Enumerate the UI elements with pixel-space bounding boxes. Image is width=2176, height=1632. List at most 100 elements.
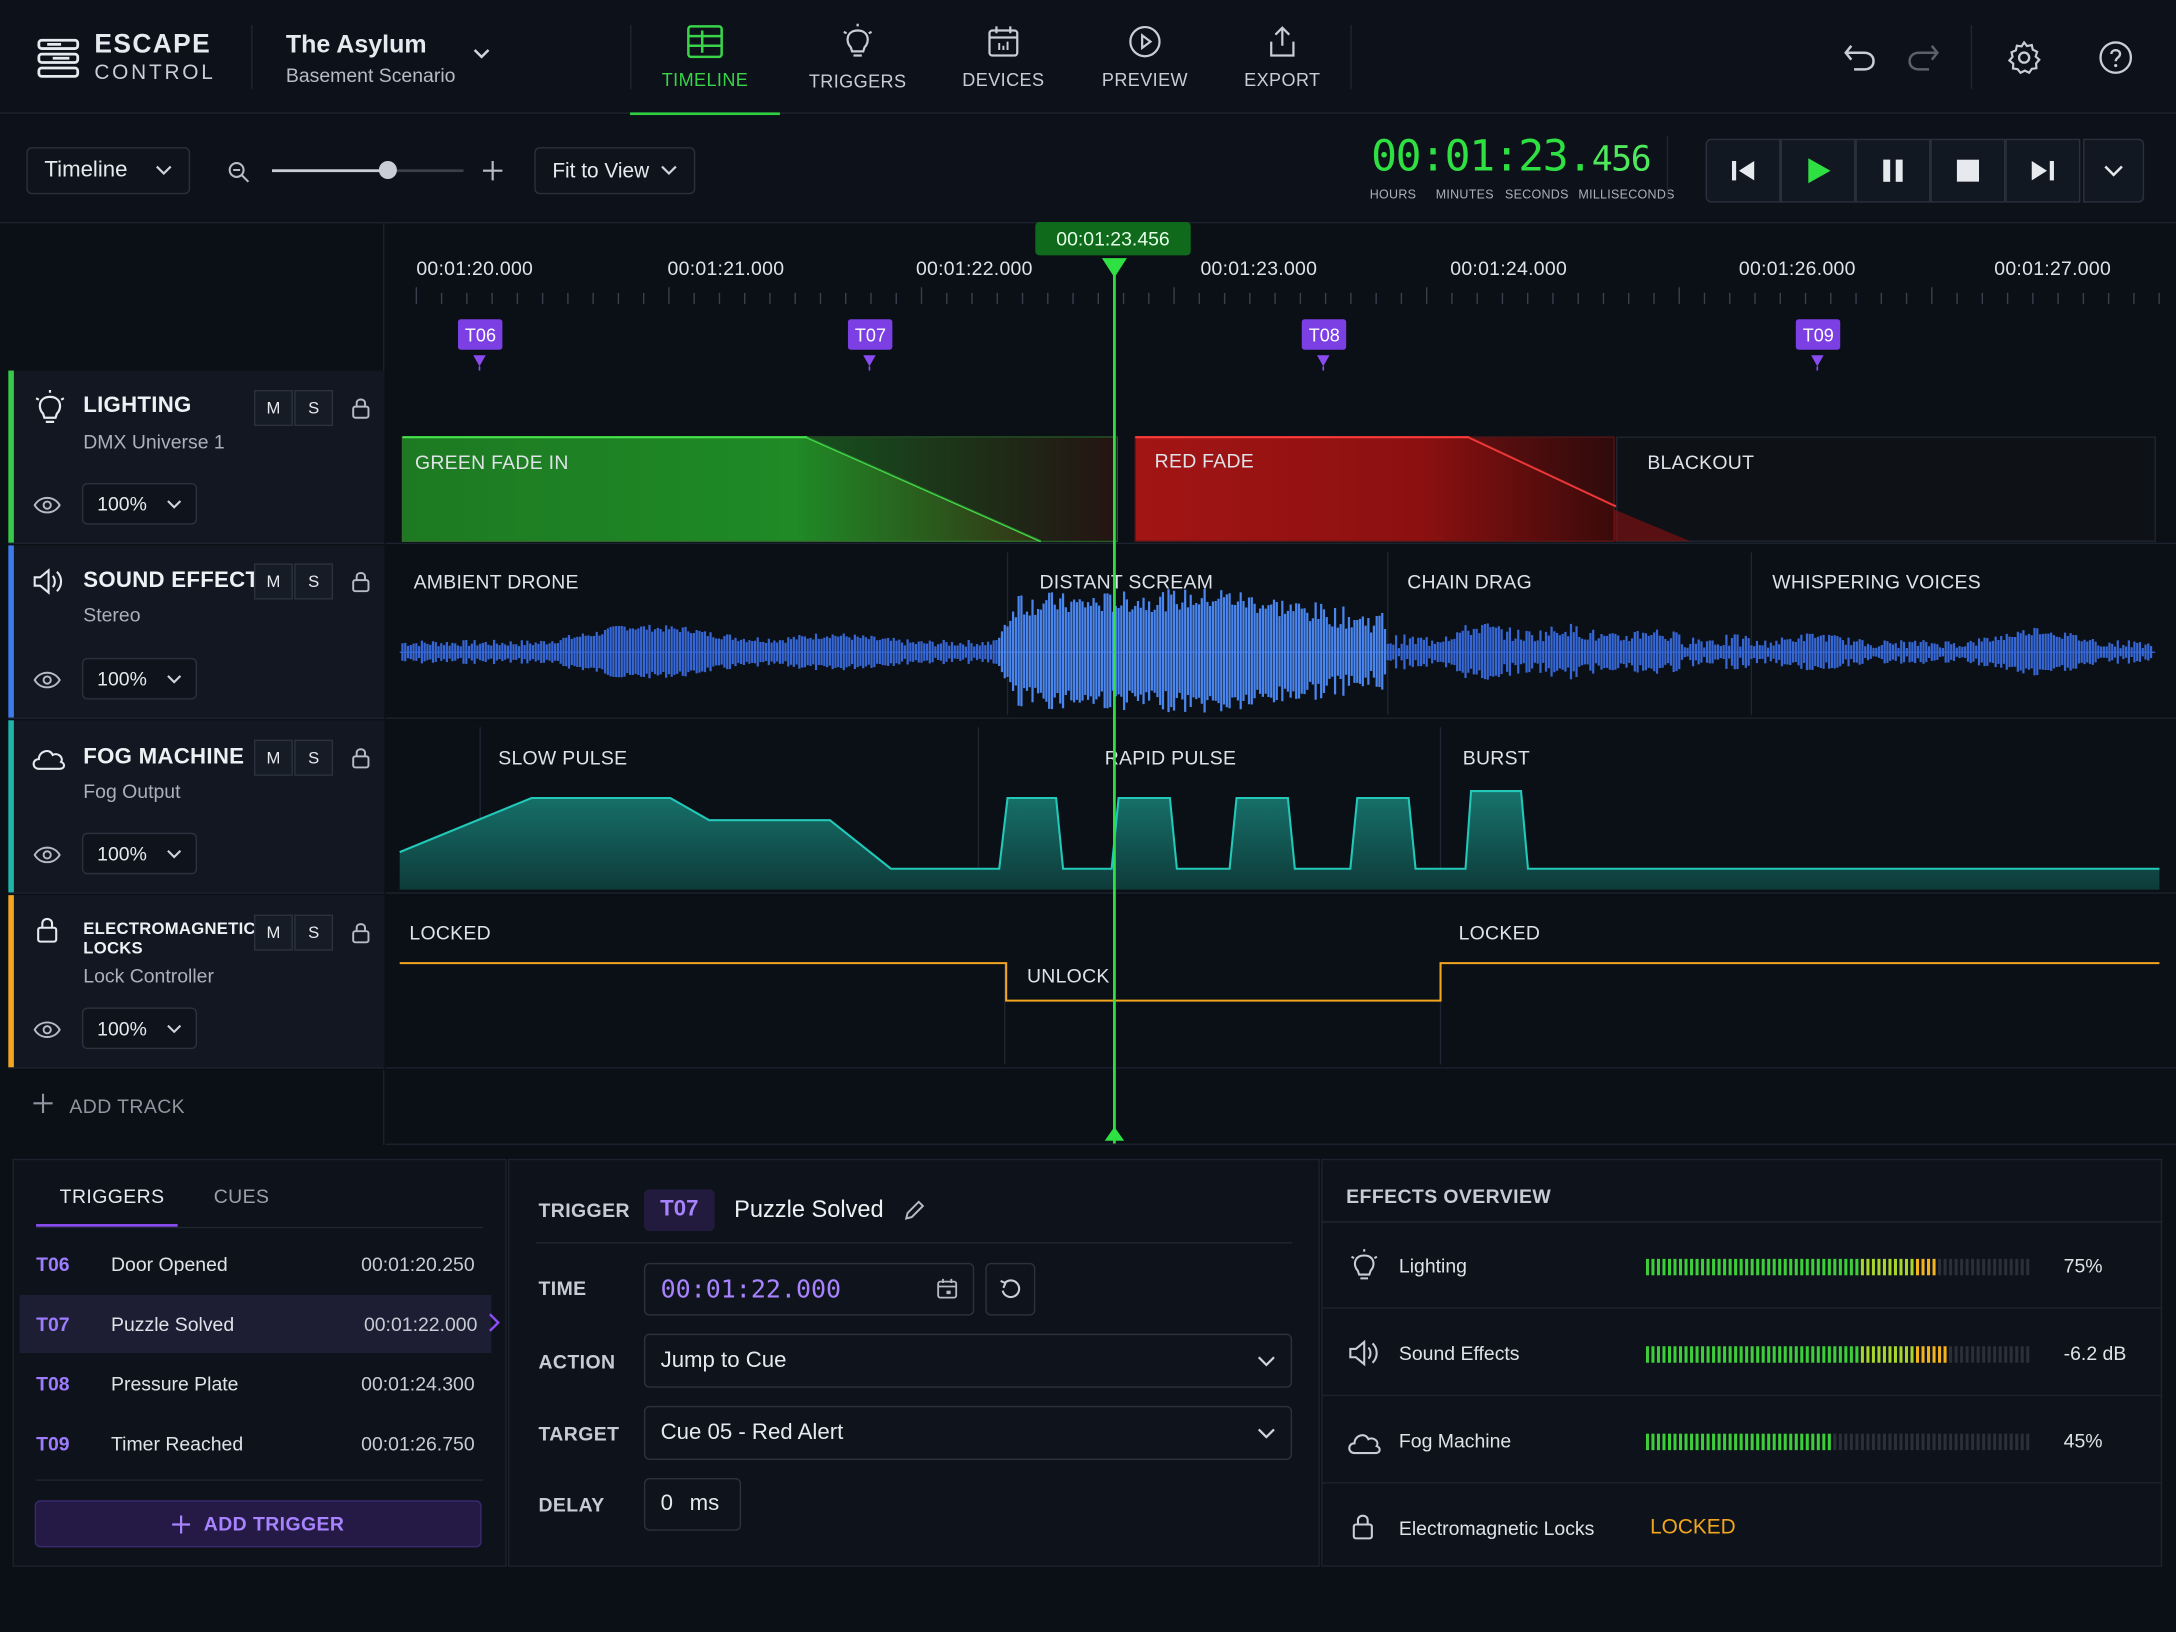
zoom-in-icon[interactable]	[482, 160, 504, 182]
eye-icon[interactable]	[33, 1020, 61, 1039]
zoom-slider-handle[interactable]	[378, 160, 397, 180]
trigger-marker-t08[interactable]: T08	[1301, 319, 1347, 350]
eye-icon[interactable]	[33, 495, 61, 514]
lane-electromagnetic-locks[interactable]	[385, 895, 2176, 1069]
track-header-sound-effects[interactable]: SOUND EFFECTS Stereo M S 100%	[8, 545, 385, 719]
calendar-icon[interactable]	[937, 1278, 958, 1299]
target-label: TARGET	[538, 1422, 620, 1445]
pencil-icon[interactable]	[903, 1199, 925, 1221]
time-input[interactable]: 00:01:22.000	[643, 1262, 975, 1316]
track-lock-icon[interactable]	[351, 397, 370, 419]
undo-icon[interactable]	[1843, 42, 1876, 73]
project-title[interactable]: The Asylum	[285, 30, 427, 59]
mute-button[interactable]: M	[253, 739, 293, 776]
track-volume-select[interactable]: 100%	[81, 657, 198, 700]
mute-button[interactable]: M	[253, 389, 293, 427]
unit-seconds: SECONDS	[1504, 187, 1569, 202]
sound-waveform	[399, 552, 2156, 715]
trigger-row[interactable]: T09 Timer Reached 00:01:26.750	[19, 1414, 491, 1472]
clip-label: RAPID PULSE	[1104, 746, 1237, 769]
track-lock-icon[interactable]	[351, 921, 370, 944]
zoom-out-icon[interactable]	[228, 161, 250, 183]
skip-back-icon	[1731, 160, 1755, 181]
track-name: FOG MACHINE	[83, 745, 245, 769]
trigger-name: Pressure Plate	[111, 1372, 239, 1395]
project-dropdown-chevron-icon[interactable]	[472, 47, 491, 61]
trigger-row[interactable]: T08 Pressure Plate 00:01:24.300	[19, 1354, 491, 1412]
eye-icon[interactable]	[33, 845, 61, 864]
trigger-name: Door Opened	[111, 1253, 228, 1276]
clip-red-fade[interactable]	[1134, 436, 1615, 542]
trigger-marker-t06[interactable]: T06	[457, 319, 503, 350]
eye-icon[interactable]	[33, 670, 61, 689]
clip-label: WHISPERING VOICES	[1772, 570, 1981, 593]
stop-button[interactable]	[1930, 138, 2006, 203]
transport-more-button[interactable]	[2083, 138, 2145, 203]
track-lock-icon[interactable]	[351, 570, 370, 593]
trigger-marker-t07[interactable]: T07	[847, 319, 893, 350]
cloud-icon	[1346, 1429, 1382, 1455]
add-track-button[interactable]: ADD TRACK	[69, 1094, 186, 1118]
time-display-ms: 456	[1591, 138, 1652, 180]
effect-value: 45%	[2063, 1429, 2103, 1452]
tab-label: TIMELINE	[661, 68, 749, 90]
clip-label: BLACKOUT	[1647, 451, 1755, 474]
view-select[interactable]: Timeline	[26, 147, 191, 195]
solo-button[interactable]: S	[294, 389, 334, 427]
add-trigger-button[interactable]: ADD TRIGGER	[34, 1500, 482, 1548]
track-output: Stereo	[83, 603, 141, 626]
target-select[interactable]: Cue 05 - Red Alert	[643, 1405, 1293, 1460]
effect-value: -6.2 dB	[2063, 1342, 2127, 1365]
play-button[interactable]	[1780, 138, 1856, 203]
app-name: ESCAPE	[94, 30, 212, 60]
time-ruler[interactable]	[385, 223, 2176, 371]
track-header-electromagnetic-locks[interactable]: ELECTROMAGNETIC LOCKS Lock Controller M S…	[8, 895, 385, 1069]
tab-timeline[interactable]: TIMELINE	[630, 0, 780, 116]
tab-cues-list[interactable]: CUES	[213, 1185, 270, 1208]
track-volume-select[interactable]: 100%	[81, 832, 198, 875]
skip-back-button[interactable]	[1705, 138, 1781, 203]
action-select[interactable]: Jump to Cue	[643, 1333, 1293, 1388]
track-header-lighting[interactable]: LIGHTING DMX Universe 1 M S 100%	[8, 370, 385, 545]
trigger-id: T09	[36, 1432, 70, 1455]
trigger-row[interactable]: T06 Door Opened 00:01:20.250	[19, 1235, 491, 1293]
add-trigger-label: ADD TRIGGER	[203, 1512, 345, 1535]
chevron-down-icon	[156, 165, 172, 176]
fit-select[interactable]: Fit to View	[534, 147, 696, 195]
trigger-row-selected[interactable]: T07 Puzzle Solved 00:01:22.000	[19, 1294, 492, 1354]
trigger-id: T06	[36, 1253, 70, 1276]
solo-button[interactable]: S	[294, 914, 334, 951]
gear-icon[interactable]	[2007, 40, 2042, 75]
clip-green-fade-in[interactable]	[401, 436, 1118, 542]
tab-export[interactable]: EXPORT	[1216, 0, 1349, 114]
track-header-fog-machine[interactable]: FOG MACHINE Fog Output M S 100%	[8, 720, 385, 894]
tab-triggers[interactable]: TRIGGERS	[785, 0, 929, 114]
action-select-value: Jump to Cue	[660, 1348, 787, 1372]
skip-forward-button[interactable]	[2005, 138, 2081, 203]
track-volume-select[interactable]: 100%	[81, 482, 198, 525]
tab-triggers-list[interactable]: TRIGGERS	[59, 1185, 165, 1208]
tab-label: PREVIEW	[1101, 68, 1189, 90]
help-icon[interactable]	[2098, 40, 2133, 75]
track-name: SOUND EFFECTS	[83, 568, 275, 593]
reset-time-button[interactable]	[985, 1262, 1036, 1316]
delay-input[interactable]: 0 ms	[643, 1478, 742, 1531]
trigger-marker-t09[interactable]: T09	[1795, 319, 1841, 350]
tab-devices[interactable]: DEVICES	[933, 0, 1075, 114]
delay-unit: ms	[689, 1491, 720, 1516]
lane-sound-effects[interactable]	[385, 545, 2176, 719]
track-lock-icon[interactable]	[351, 747, 370, 769]
solo-button[interactable]: S	[294, 563, 334, 600]
solo-button[interactable]: S	[294, 739, 334, 776]
track-volume-select[interactable]: 100%	[81, 1007, 198, 1050]
playhead[interactable]	[1099, 255, 1130, 1144]
mute-button[interactable]: M	[253, 914, 293, 951]
tab-preview[interactable]: PREVIEW	[1074, 0, 1216, 114]
timeline-icon	[687, 24, 723, 58]
redo-icon[interactable]	[1907, 42, 1940, 73]
clip-blackout[interactable]	[1616, 436, 2156, 542]
mute-button[interactable]: M	[253, 563, 293, 600]
pause-button[interactable]	[1855, 138, 1931, 203]
trigger-label: TRIGGER	[538, 1199, 630, 1222]
zoom-slider[interactable]	[272, 160, 464, 180]
